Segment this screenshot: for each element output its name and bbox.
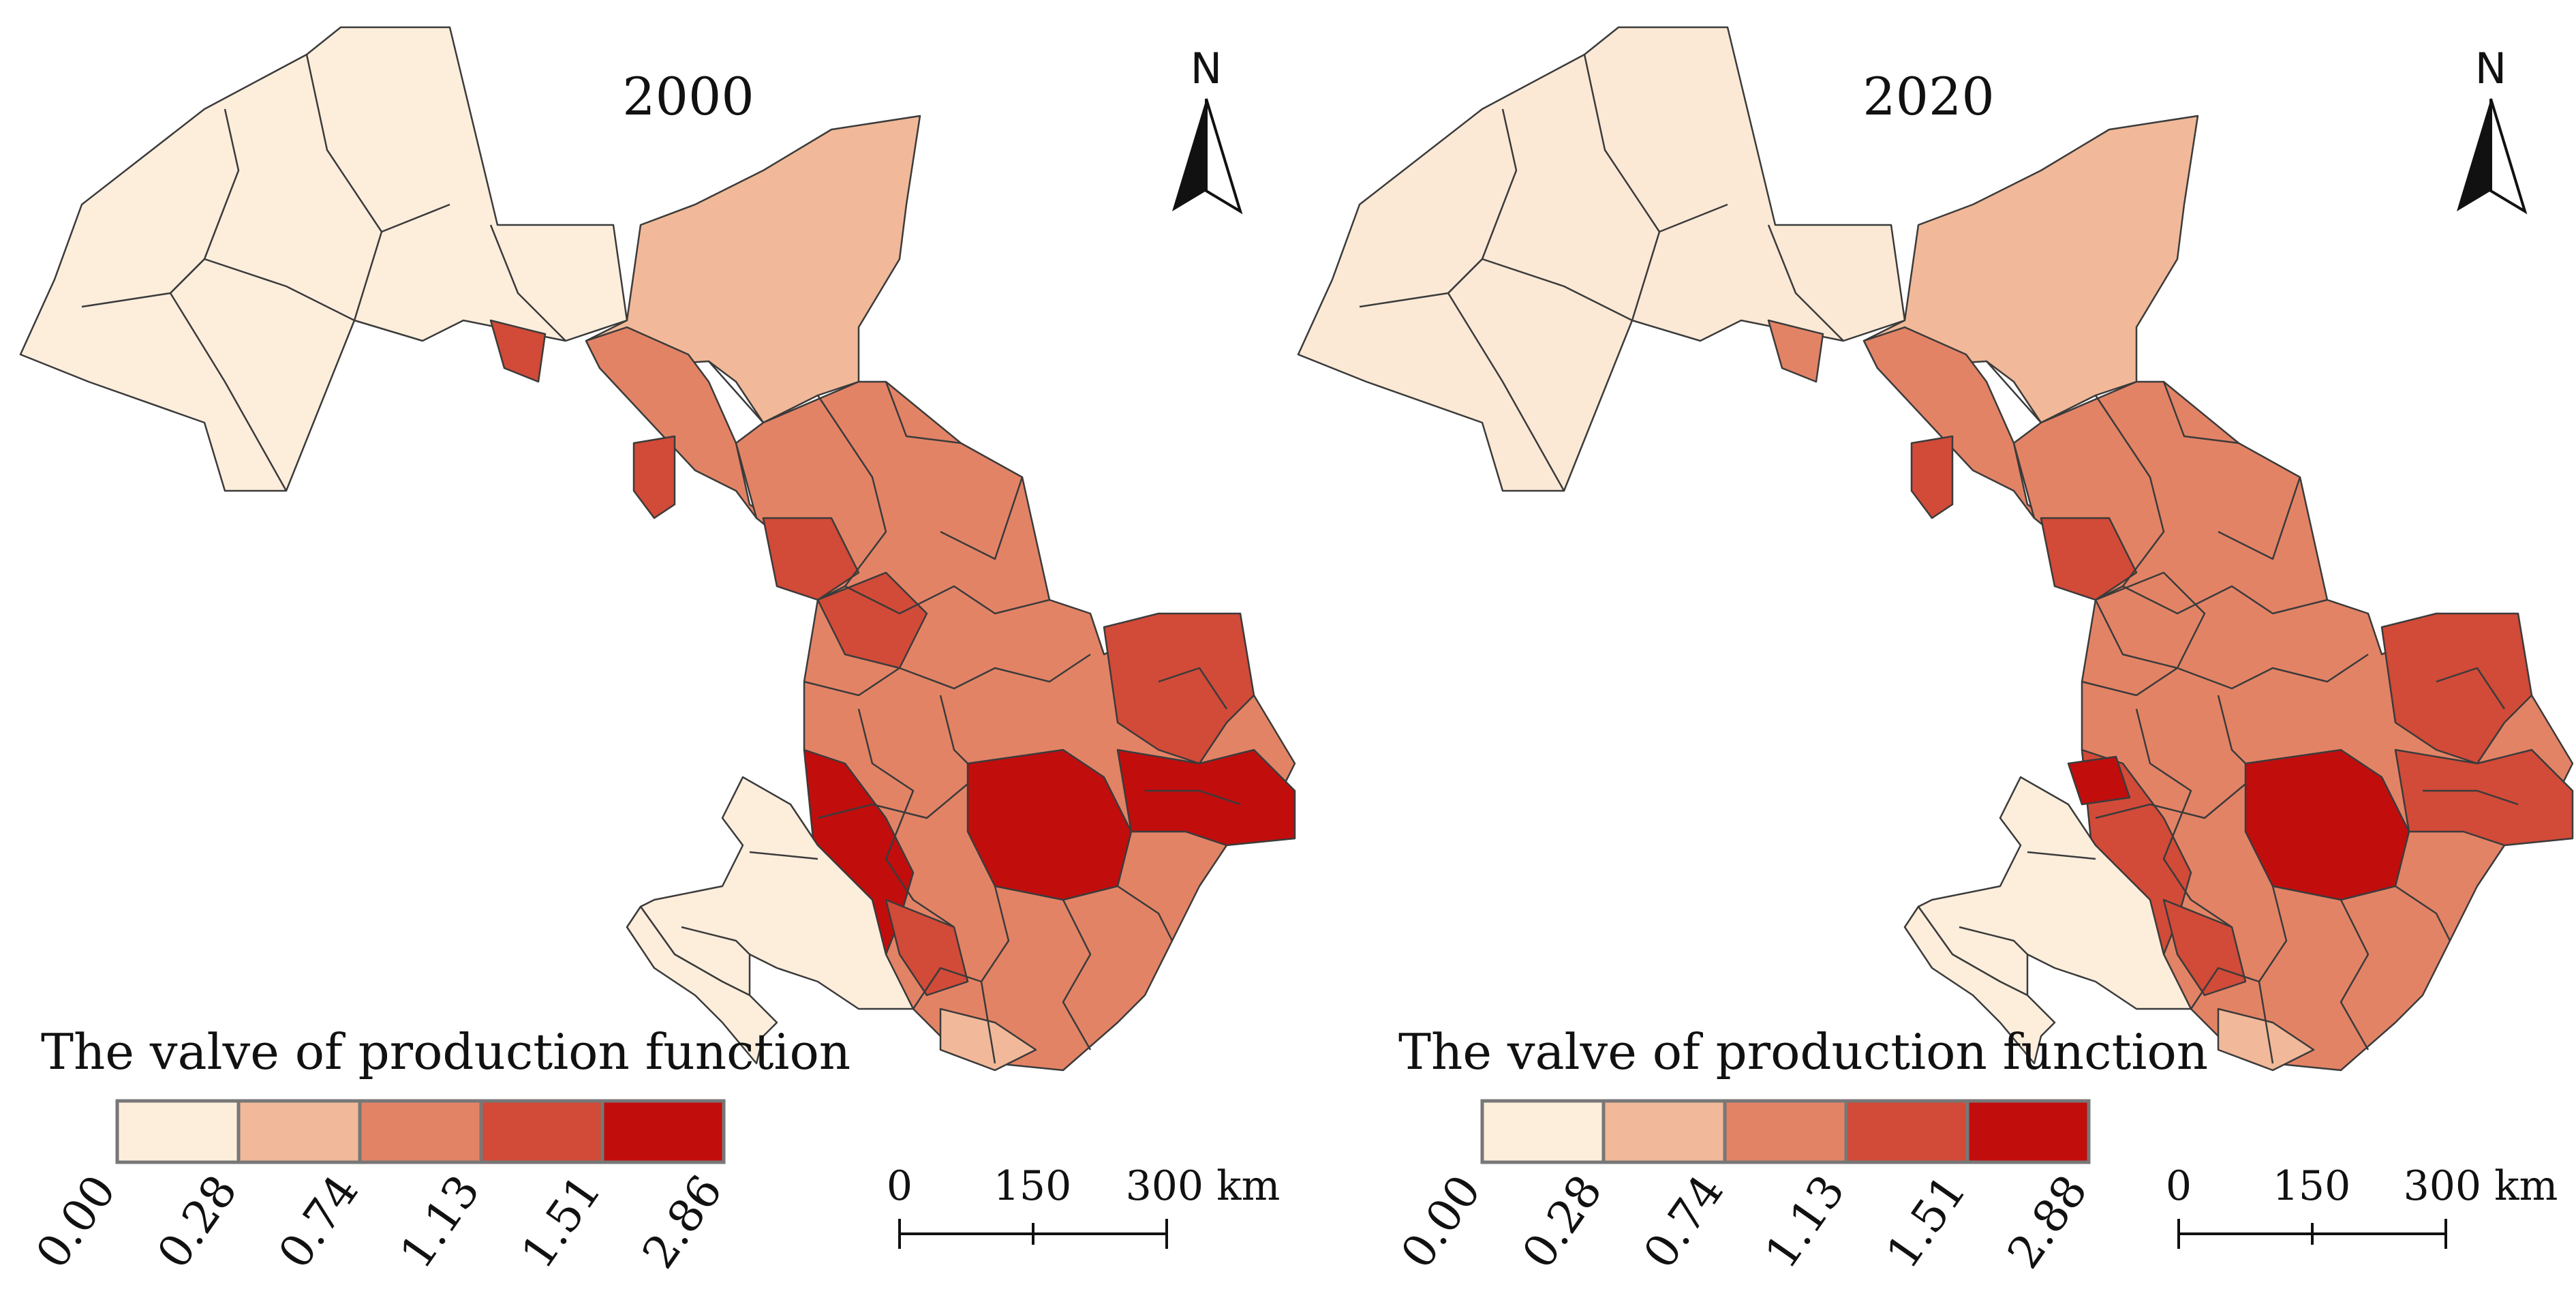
region-zhangye <box>1767 319 1824 383</box>
legend-title: The valve of production function <box>1398 1023 2208 1080</box>
scale-label-150: 150 <box>2273 1162 2351 1210</box>
legend-swatch-4 <box>1844 1099 1969 1164</box>
region-wuwei <box>762 517 860 601</box>
region-west <box>1297 26 1906 492</box>
region-wuwei <box>2040 517 2138 601</box>
north-arrow-label: N <box>1191 44 1222 93</box>
legend-swatch-2 <box>1601 1099 1727 1164</box>
year-title: 2000 <box>622 66 754 127</box>
legend-break: 1.13 <box>1755 1166 1855 1278</box>
region-east-south <box>2394 748 2574 847</box>
region-baiyin <box>2094 571 2206 669</box>
legend-break-labels: 0.00 0.28 0.74 1.13 1.51 2.86 <box>26 1166 733 1278</box>
choropleth-map <box>1297 26 2574 1072</box>
region-east-south <box>1116 748 1296 847</box>
scale-bar: 0 150 300 km <box>887 1162 1281 1249</box>
scale-label-300: 300 km <box>1126 1162 1281 1210</box>
legend-swatch-3 <box>1723 1099 1848 1164</box>
legend-swatches <box>1480 1099 2091 1164</box>
region-jiayuguan <box>632 435 676 519</box>
legend-break: 0.28 <box>147 1166 247 1278</box>
scale-label-300: 300 km <box>2404 1162 2558 1210</box>
scale-label-0: 0 <box>2166 1162 2192 1210</box>
legend-swatch-1 <box>115 1099 241 1164</box>
region-longnan <box>2217 1008 2315 1072</box>
legend-break: 1.13 <box>390 1166 490 1278</box>
north-arrow: N <box>1172 44 1243 215</box>
legend-swatch-3 <box>358 1099 483 1164</box>
north-arrow: N <box>2457 44 2528 215</box>
legend-break: 0.00 <box>26 1166 126 1278</box>
legend-swatch-1 <box>1480 1099 1606 1164</box>
legend-break-labels: 0.00 0.28 0.74 1.13 1.51 2.88 <box>1391 1166 2098 1278</box>
region-west <box>19 26 628 492</box>
legend-break: 0.00 <box>1391 1166 1491 1278</box>
legend-break: 2.86 <box>632 1166 733 1278</box>
legend-swatch-5 <box>1965 1099 2091 1164</box>
legend-break: 0.74 <box>1634 1166 1734 1278</box>
region-baiyin <box>816 571 928 669</box>
scale-label-0: 0 <box>887 1162 913 1210</box>
legend-break: 1.51 <box>511 1166 611 1278</box>
scale-bar: 0 150 300 km <box>2166 1162 2558 1249</box>
legend-swatch-2 <box>236 1099 362 1164</box>
legend-swatches <box>115 1099 726 1164</box>
region-linxia <box>2067 755 2131 806</box>
region-longnan <box>939 1008 1037 1072</box>
legend-swatch-4 <box>479 1099 604 1164</box>
north-arrow-icon <box>1172 99 1206 211</box>
panel-2020: 2020 N The valve of production function … <box>1297 26 2574 1278</box>
region-tianshui <box>2162 898 2247 997</box>
region-tianshui <box>885 898 969 997</box>
panel-2000: 2000 N The valve of production function … <box>19 26 1296 1278</box>
legend-title: The valve of production function <box>41 1023 850 1080</box>
legend-swatch-5 <box>600 1099 726 1164</box>
north-arrow-icon <box>2457 99 2491 211</box>
legend-break: 2.88 <box>1997 1166 2098 1278</box>
legend-break: 0.74 <box>269 1166 369 1278</box>
region-zhangye <box>489 319 547 383</box>
choropleth-map <box>19 26 1296 1072</box>
legend-break: 1.51 <box>1876 1166 1976 1278</box>
region-jiayuguan <box>1910 435 1954 519</box>
year-title: 2020 <box>1862 66 1994 127</box>
north-arrow-label: N <box>2475 44 2506 93</box>
scale-label-150: 150 <box>994 1162 1072 1210</box>
legend-break: 0.28 <box>1512 1166 1612 1278</box>
